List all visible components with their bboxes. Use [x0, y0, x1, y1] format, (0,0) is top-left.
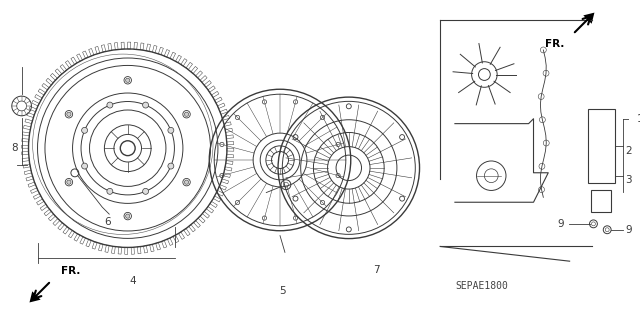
- Circle shape: [168, 127, 174, 133]
- Text: 3: 3: [625, 174, 632, 185]
- Bar: [591, 190, 611, 212]
- Text: 9: 9: [625, 225, 632, 235]
- Text: 4: 4: [129, 276, 136, 286]
- Text: SEPAE1800: SEPAE1800: [455, 281, 508, 291]
- Text: 8: 8: [12, 143, 18, 153]
- Text: FR.: FR.: [545, 39, 565, 49]
- Text: 2: 2: [625, 146, 632, 156]
- Text: 6: 6: [104, 217, 111, 227]
- Circle shape: [143, 102, 148, 108]
- Circle shape: [143, 188, 148, 194]
- Circle shape: [67, 112, 71, 116]
- Circle shape: [184, 180, 189, 184]
- Circle shape: [107, 102, 113, 108]
- Text: 5: 5: [280, 286, 286, 296]
- Circle shape: [184, 112, 189, 116]
- Polygon shape: [583, 13, 595, 24]
- Circle shape: [168, 163, 174, 169]
- Circle shape: [67, 180, 71, 184]
- Text: 9: 9: [557, 219, 564, 229]
- Circle shape: [107, 188, 113, 194]
- Polygon shape: [29, 291, 40, 302]
- Bar: [588, 109, 615, 182]
- Text: FR.: FR.: [61, 266, 81, 276]
- Circle shape: [125, 214, 130, 218]
- Circle shape: [82, 127, 88, 133]
- Circle shape: [125, 78, 130, 82]
- Text: 1: 1: [637, 114, 640, 124]
- Text: 7: 7: [373, 265, 380, 275]
- Circle shape: [82, 163, 88, 169]
